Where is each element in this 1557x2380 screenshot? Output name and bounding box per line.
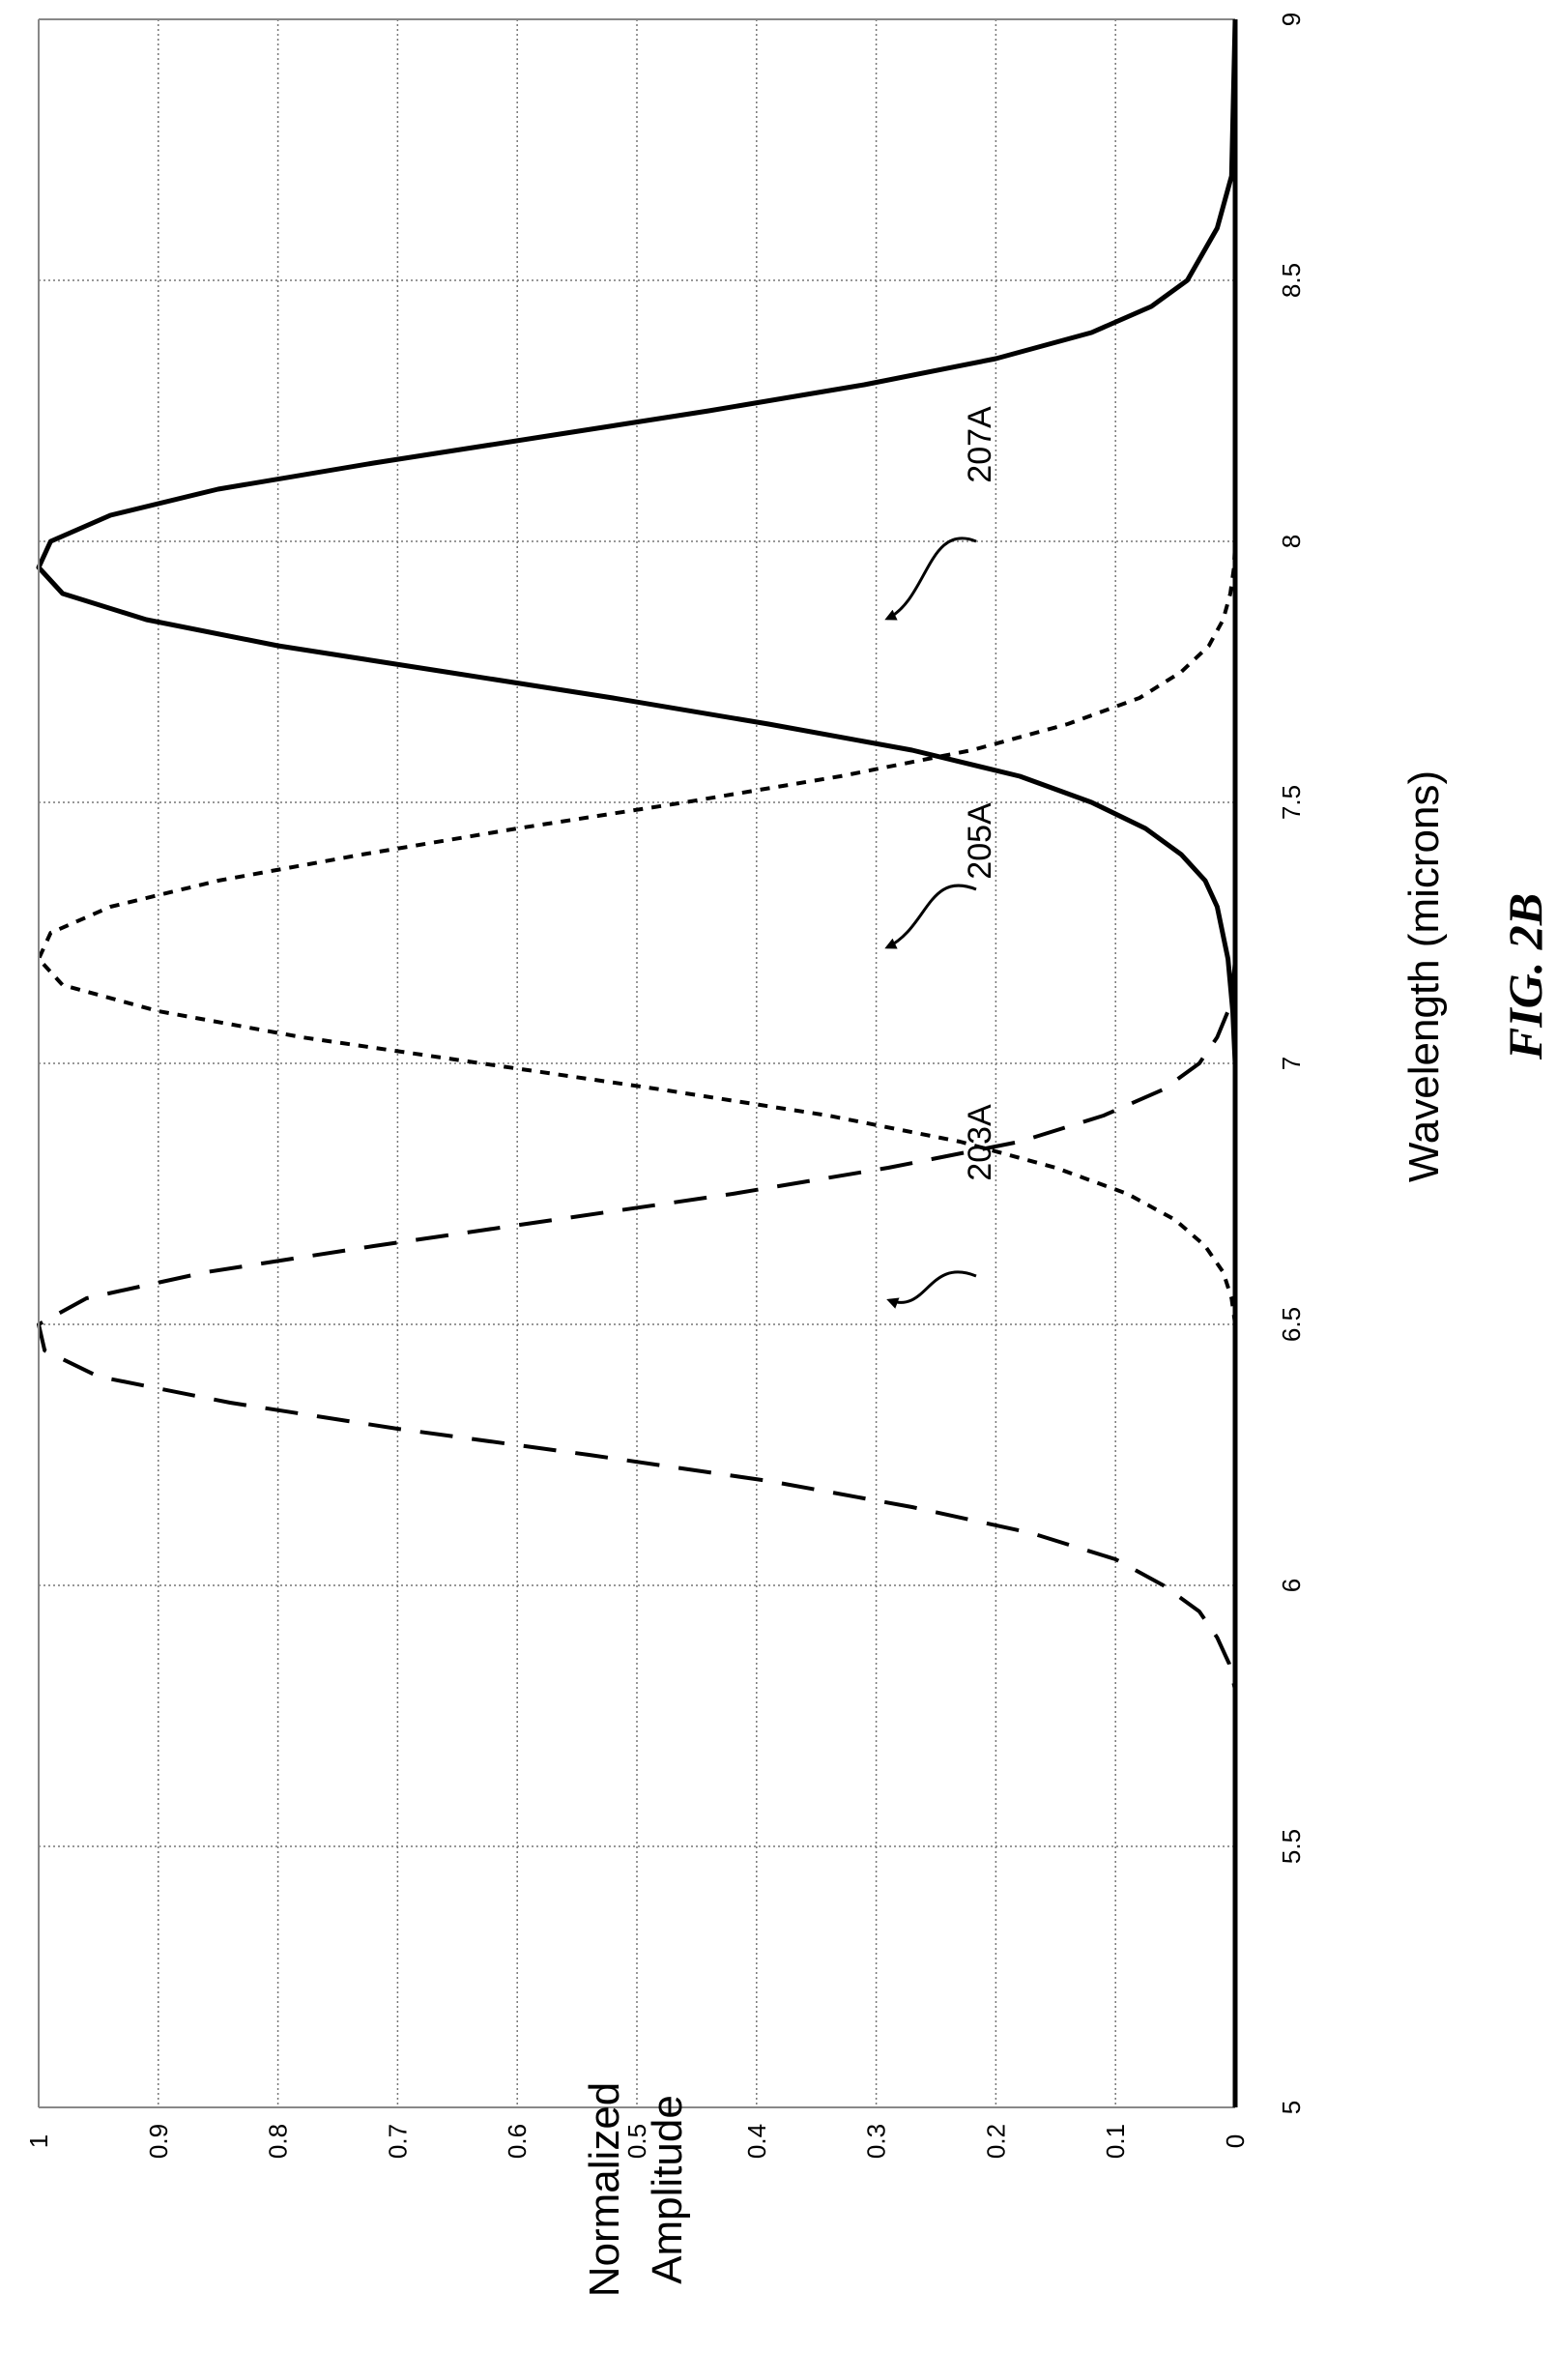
y-axis-title-line-1: Normalized bbox=[581, 2082, 628, 2298]
axes bbox=[38, 18, 1238, 2108]
x-axis-title: Wavelength (microns) bbox=[1400, 770, 1448, 1182]
y-tick-label: 0.6 bbox=[503, 2124, 532, 2159]
x-tick-label: 5.5 bbox=[1277, 1829, 1306, 1864]
y-tick-label: 1 bbox=[24, 2134, 53, 2148]
y-tick-label: 0.9 bbox=[144, 2124, 173, 2159]
callouts: 203A 205A 207A bbox=[884, 406, 998, 1309]
x-tick-label: 9 bbox=[1277, 13, 1306, 26]
series-line-203A bbox=[37, 19, 1237, 1716]
y-tick-label: 0.4 bbox=[742, 2124, 771, 2159]
series-layer bbox=[36, 18, 1238, 2107]
y-tick-label: 0.1 bbox=[1101, 2124, 1130, 2159]
series-line-205A bbox=[37, 540, 1237, 1325]
y-tick-label: 0.2 bbox=[981, 2124, 1010, 2159]
y-axis-title-line-2: Amplitude bbox=[644, 2095, 691, 2284]
y-tick-label: 0.8 bbox=[264, 2124, 293, 2159]
callout-label-203A: 203A bbox=[962, 1104, 998, 1181]
callout-arrow-207A bbox=[884, 537, 977, 621]
tick-labels: 5 5.5 6 6.5 7 7.5 8 8.5 9 0 0.1 0.2 0.3 0.4 0.5 0.6 0.7 0… bbox=[24, 13, 1306, 2159]
x-tick-label: 7 bbox=[1277, 1057, 1306, 1070]
y-tick-label: 0.5 bbox=[622, 2124, 651, 2159]
callout-arrow-203A bbox=[886, 1270, 977, 1309]
grid bbox=[38, 18, 1236, 2108]
x-tick-label: 8.5 bbox=[1277, 263, 1306, 298]
y-tick-label: 0.3 bbox=[862, 2124, 891, 2159]
y-axis-title: Normalized Amplitude bbox=[581, 2082, 691, 2298]
callout-arrow-205A bbox=[884, 884, 977, 949]
x-tick-label: 6.5 bbox=[1277, 1307, 1306, 1342]
x-tick-label: 7.5 bbox=[1277, 785, 1306, 820]
callout-label-205A: 205A bbox=[962, 802, 998, 880]
series-line-207A bbox=[36, 18, 1238, 2107]
x-tick-label: 5 bbox=[1277, 2101, 1306, 2114]
y-tick-label: 0 bbox=[1221, 2134, 1250, 2148]
y-tick-label: 0.7 bbox=[383, 2124, 412, 2159]
x-tick-label: 6 bbox=[1277, 1579, 1306, 1592]
x-tick-label: 8 bbox=[1277, 535, 1306, 548]
figure-caption: FIG. 2B bbox=[1498, 893, 1552, 1060]
callout-label-207A: 207A bbox=[962, 406, 998, 483]
